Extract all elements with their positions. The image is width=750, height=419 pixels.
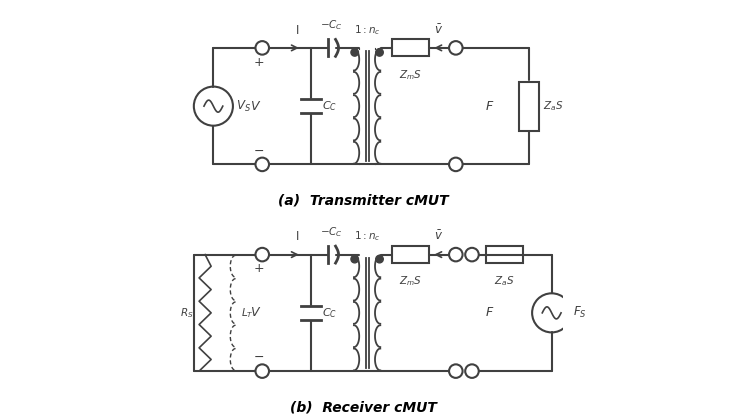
Circle shape — [351, 49, 358, 56]
Bar — [485, 246, 523, 263]
Text: (b)  Receiver cMUT: (b) Receiver cMUT — [290, 400, 437, 414]
Circle shape — [465, 365, 478, 378]
Text: $R_S$: $R_S$ — [180, 306, 194, 320]
Text: $-$: $-$ — [253, 350, 264, 363]
Text: I: I — [296, 230, 300, 243]
Circle shape — [351, 255, 358, 263]
Text: $L_T$: $L_T$ — [241, 306, 254, 320]
Text: $Z_a S$: $Z_a S$ — [494, 274, 514, 288]
Bar — [392, 246, 430, 263]
Text: $1 : n_c$: $1 : n_c$ — [354, 230, 380, 243]
Text: $Z_m S$: $Z_m S$ — [399, 274, 422, 288]
Text: +: + — [254, 56, 264, 69]
Text: V: V — [250, 100, 258, 113]
Circle shape — [256, 248, 269, 261]
Circle shape — [376, 49, 383, 56]
Text: (a)  Transmitter cMUT: (a) Transmitter cMUT — [278, 194, 449, 208]
Text: V: V — [250, 306, 258, 319]
Text: $\bar{v}$: $\bar{v}$ — [433, 230, 442, 243]
Text: $\bar{v}$: $\bar{v}$ — [433, 23, 442, 36]
Circle shape — [465, 248, 478, 261]
Text: F: F — [486, 306, 494, 319]
Circle shape — [376, 255, 383, 263]
Text: $C_C$: $C_C$ — [322, 99, 338, 113]
Circle shape — [449, 41, 463, 54]
Circle shape — [449, 248, 463, 261]
Text: +: + — [254, 262, 264, 275]
Text: F: F — [486, 100, 494, 113]
Text: $F_S$: $F_S$ — [573, 305, 586, 321]
Text: $1 : n_c$: $1 : n_c$ — [354, 23, 380, 36]
Bar — [392, 39, 430, 56]
Text: $Z_m S$: $Z_m S$ — [399, 68, 422, 82]
Text: $-C_C$: $-C_C$ — [320, 225, 344, 239]
Text: $-$: $-$ — [253, 144, 264, 157]
Circle shape — [256, 158, 269, 171]
Circle shape — [449, 158, 463, 171]
Circle shape — [449, 365, 463, 378]
Circle shape — [256, 41, 269, 54]
Text: $Z_a S$: $Z_a S$ — [544, 99, 564, 113]
Text: $V_S$: $V_S$ — [236, 98, 251, 114]
Text: $-C_C$: $-C_C$ — [320, 18, 344, 32]
Bar — [519, 82, 538, 131]
Circle shape — [256, 365, 269, 378]
Text: I: I — [296, 23, 300, 36]
Text: $C_C$: $C_C$ — [322, 306, 338, 320]
